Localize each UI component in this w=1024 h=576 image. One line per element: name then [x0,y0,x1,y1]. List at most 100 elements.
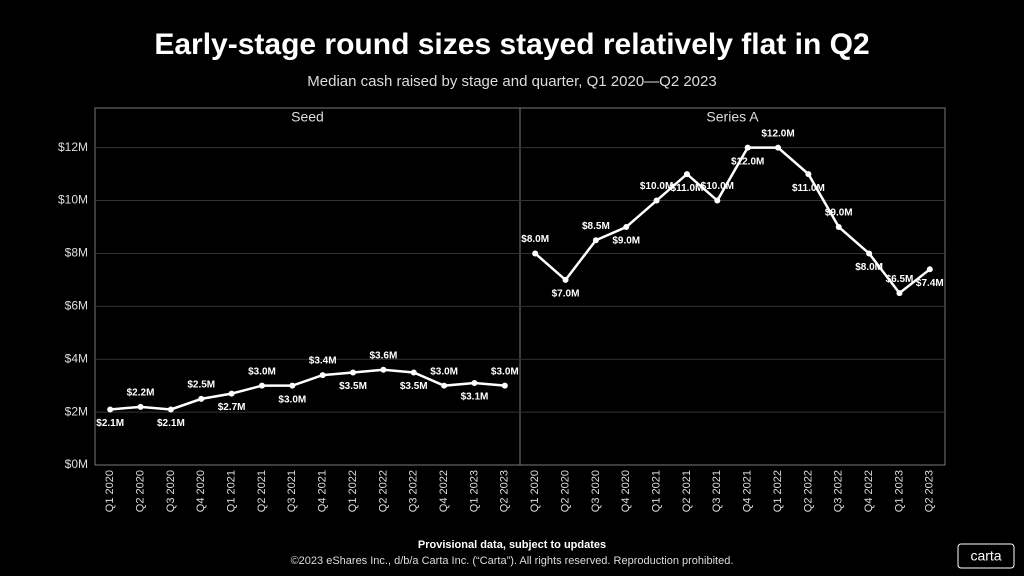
x-tick-label: Q2 2022 [377,470,389,512]
point [653,197,660,204]
point [441,382,448,389]
line [110,368,505,411]
y-tick-label: $10M [58,193,88,207]
value-label: $3.0M [248,366,276,377]
point [562,276,569,283]
value-label: $10.0M [640,181,673,192]
logo: carta [970,548,1001,564]
point [835,224,842,230]
x-tick-label: Q1 2021 [226,470,238,512]
point [107,406,114,413]
x-tick-label: Q3 2021 [711,470,723,512]
copyright: ©2023 eShares Inc., d/b/a Carta Inc. (“C… [291,555,734,567]
point [775,144,782,151]
value-label: $7.4M [916,278,944,289]
line [534,146,931,295]
value-label: $12.0M [731,156,764,167]
point [471,380,478,387]
point [683,171,690,178]
value-label: $8.0M [855,262,883,273]
point [228,390,235,397]
point [258,382,265,389]
value-label: $2.1M [96,418,124,429]
y-tick-label: $8M [65,246,88,260]
point [896,290,903,297]
x-tick-label: Q2 2023 [499,470,511,512]
value-label: $2.1M [157,418,185,429]
value-label: $11.0M [792,183,825,194]
x-tick-label: Q2 2020 [134,470,146,512]
x-tick-label: Q2 2020 [559,470,571,512]
chart-title: Early-stage round sizes stayed relativel… [154,28,869,61]
point [198,395,205,402]
x-tick-label: Q3 2021 [286,470,298,512]
value-label: $11.0M [671,183,704,194]
point [532,250,539,257]
value-label: $2.2M [127,387,155,398]
point [289,382,296,389]
value-label: $3.6M [369,350,397,361]
point [410,369,417,376]
x-tick-label: Q2 2021 [681,470,693,512]
x-tick-label: Q4 2020 [195,470,207,512]
point [380,366,387,373]
x-tick-label: Q1 2023 [893,470,905,512]
point [623,224,630,230]
value-label: $3.4M [309,356,337,367]
y-tick-label: $0M [65,457,88,471]
x-tick-label: Q1 2023 [468,470,480,512]
x-tick-label: Q1 2022 [772,470,784,512]
value-label: $9.0M [825,208,853,219]
value-label: $8.5M [582,221,610,232]
logo-box [957,543,1015,569]
value-label: $3.0M [430,366,458,377]
point [714,197,721,204]
y-tick-label: $4M [65,351,88,365]
x-tick-label: Q3 2020 [590,470,602,512]
x-tick-label: Q2 2022 [802,470,814,512]
value-label: $3.5M [339,381,367,392]
point [350,369,357,376]
point [167,406,174,413]
value-label: $3.0M [278,394,306,405]
y-tick-label: $12M [58,140,88,154]
x-tick-label: Q2 2023 [924,470,936,512]
value-label: $3.1M [461,392,489,403]
x-tick-label: Q3 2022 [833,470,845,512]
x-tick-label: Q2 2021 [256,470,268,512]
point [501,382,508,389]
value-label: $10.0M [701,181,734,192]
value-label: $7.0M [552,289,580,300]
point [592,237,599,244]
point [137,403,144,410]
panel-title: Series A [706,109,759,125]
x-tick-label: Q4 2022 [863,470,875,512]
value-label: $3.0M [491,366,519,377]
chart-subtitle: Median cash raised by stage and quarter,… [307,73,716,90]
value-label: $6.5M [886,274,914,285]
value-label: $9.0M [612,236,640,247]
value-label: $2.5M [187,380,215,391]
panel-title: Seed [291,109,324,125]
x-tick-label: Q3 2022 [408,470,420,512]
value-label: $3.5M [400,381,428,392]
x-tick-label: Q4 2021 [317,470,329,512]
x-tick-label: Q1 2021 [651,470,663,512]
point [744,144,751,151]
x-tick-label: Q4 2020 [620,470,632,512]
footnote: Provisional data, subject to updates [418,539,606,551]
x-tick-label: Q1 2020 [529,470,541,512]
x-tick-label: Q4 2021 [742,470,754,512]
point [926,266,933,273]
point [866,250,873,257]
y-tick-label: $2M [65,404,88,418]
point [319,372,326,379]
y-tick-label: $6M [65,299,88,313]
x-tick-label: Q4 2022 [438,470,450,512]
x-tick-label: Q1 2022 [347,470,359,512]
value-label: $8.0M [521,234,549,245]
value-label: $2.7M [218,402,246,413]
x-tick-label: Q1 2020 [104,470,116,512]
x-tick-label: Q3 2020 [165,470,177,512]
